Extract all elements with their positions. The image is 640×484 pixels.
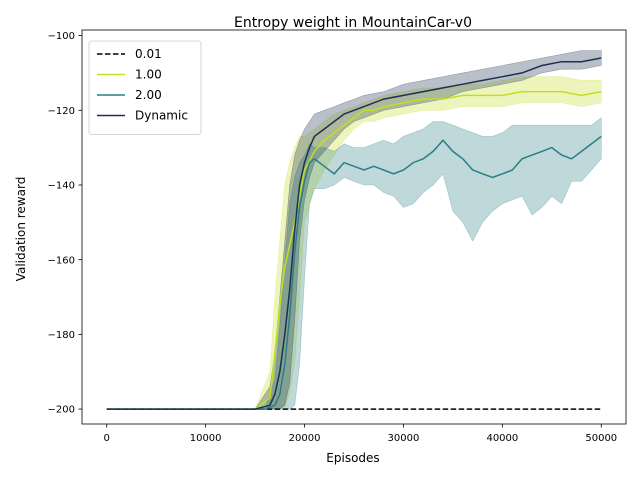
x-tick-label-4: 40000 bbox=[486, 433, 518, 444]
series-lines bbox=[106, 57, 602, 410]
y-tick-label-3: −140 bbox=[48, 181, 75, 192]
series-line-2 bbox=[106, 135, 602, 410]
series-line-3 bbox=[106, 57, 602, 410]
legend-label-3: Dynamic bbox=[135, 109, 188, 123]
series-band-2 bbox=[106, 117, 602, 410]
x-tick-label-2: 20000 bbox=[289, 433, 321, 444]
y-tick-label-4: −120 bbox=[48, 106, 75, 117]
legend-label-0: 0.01 bbox=[135, 47, 162, 61]
y-tick-label-1: −180 bbox=[48, 330, 75, 341]
x-tick-label-1: 10000 bbox=[190, 433, 222, 444]
x-tick-label-0: 0 bbox=[104, 433, 110, 444]
x-tick-label-5: 50000 bbox=[585, 433, 617, 444]
legend-box bbox=[88, 40, 202, 135]
x-tick-label-3: 30000 bbox=[388, 433, 420, 444]
plot-frame bbox=[81, 29, 627, 425]
y-tick-label-2: −160 bbox=[48, 255, 75, 266]
series-line-1 bbox=[106, 90, 602, 410]
y-tick-label-5: −100 bbox=[48, 31, 75, 42]
legend-label-1: 1.00 bbox=[135, 68, 162, 82]
y-axis-label: Validation reward bbox=[14, 177, 28, 282]
legend-label-2: 2.00 bbox=[135, 88, 162, 102]
axes: 0 10000 20000 30000 40000 50000 −200 −180 −160 −1… bbox=[48, 29, 627, 444]
y-tick-label-0: −200 bbox=[48, 405, 75, 416]
legend: 0.01 1.00 2.00 Dynamic bbox=[88, 40, 202, 135]
chart-title: Entropy weight in MountainCar-v0 bbox=[234, 15, 472, 31]
x-axis-label: Episodes bbox=[326, 451, 379, 465]
